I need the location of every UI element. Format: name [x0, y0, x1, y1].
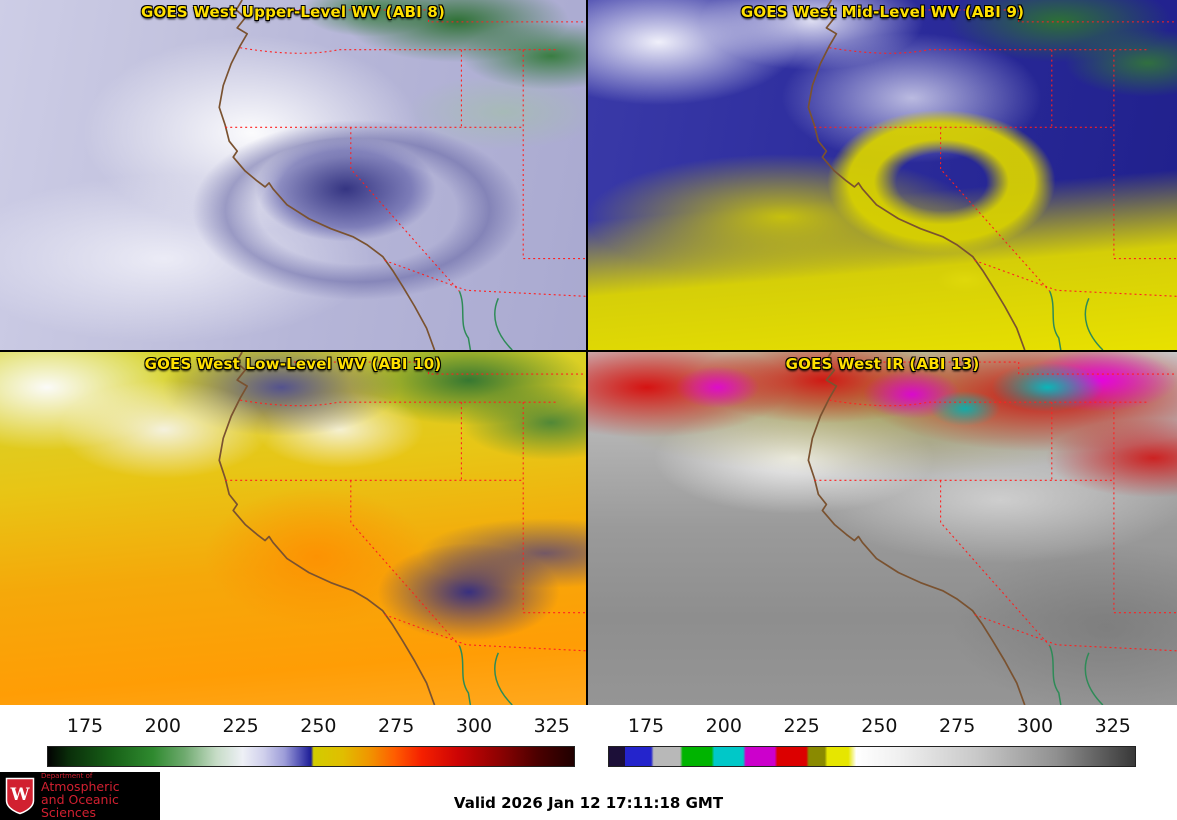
logo-line-atmospheric: Atmospheric	[41, 778, 120, 794]
panel-mid-level-wv-abi9: GOES West Mid-Level WV (ABI 9)	[588, 0, 1177, 350]
colorbar-row: 175 200 225 250 275 300 325 175 200 225 …	[0, 705, 1177, 770]
tick-label: 175	[66, 715, 104, 737]
panel-low-level-wv-abi10: GOES West Low-Level WV (ABI 10)	[0, 352, 586, 705]
wv-colorbar-block: 175 200 225 250 275 300 325	[0, 705, 588, 770]
tick-label: 325	[1094, 715, 1131, 737]
ir-colorbar	[608, 746, 1136, 767]
valid-timestamp: Valid 2026 Jan 12 17:11:18 GMT	[453, 794, 724, 812]
uw-crest-icon: W	[5, 777, 35, 815]
ir-colorbar-ticks: 175 200 225 250 275 300 325	[608, 705, 1136, 743]
svg-text:W: W	[9, 785, 30, 805]
panel-ir-abi13: GOES West IR (ABI 13)	[588, 352, 1177, 705]
tick-label: 275	[939, 715, 976, 737]
tick-label: 225	[783, 715, 820, 737]
tick-label: 275	[378, 715, 415, 737]
panel-title-abi8: GOES West Upper-Level WV (ABI 8)	[140, 3, 446, 21]
ir-colorbar-block: 175 200 225 250 275 300 325	[589, 705, 1177, 770]
tick-label: 175	[627, 715, 665, 737]
tick-label: 200	[144, 715, 181, 737]
panel-title-abi10: GOES West Low-Level WV (ABI 10)	[144, 355, 442, 373]
tick-label: 250	[300, 715, 337, 737]
aos-department-logo: W Department of Atmospheric and Oceanic …	[0, 772, 160, 820]
panel-title-abi13: GOES West IR (ABI 13)	[785, 355, 980, 373]
panel-title-abi9: GOES West Mid-Level WV (ABI 9)	[740, 3, 1025, 21]
tick-label: 225	[222, 715, 259, 737]
tick-label: 300	[455, 715, 493, 737]
map-overlay-abi10	[218, 352, 586, 705]
panel-upper-level-wv-abi8: GOES West Upper-Level WV (ABI 8)	[0, 0, 586, 350]
tick-label: 300	[1016, 715, 1054, 737]
satellite-panel-grid: GOES West Upper-Level WV (ABI 8) GOES We…	[0, 0, 1177, 705]
map-overlay-abi8	[218, 0, 586, 350]
tick-label: 325	[533, 715, 570, 737]
map-overlay-abi9	[807, 0, 1177, 350]
tick-label: 250	[861, 715, 898, 737]
tick-label: 200	[705, 715, 742, 737]
logo-text: Department of Atmospheric and Oceanic Sc…	[41, 771, 160, 820]
logo-line-oceanic: and Oceanic Sciences	[41, 792, 119, 820]
map-overlay-abi13	[807, 352, 1177, 705]
logo-line-department: Department of	[41, 771, 93, 780]
footer: W Department of Atmospheric and Oceanic …	[0, 770, 1177, 820]
wv-colorbar-ticks: 175 200 225 250 275 300 325	[47, 705, 575, 743]
wv-colorbar	[47, 746, 575, 767]
